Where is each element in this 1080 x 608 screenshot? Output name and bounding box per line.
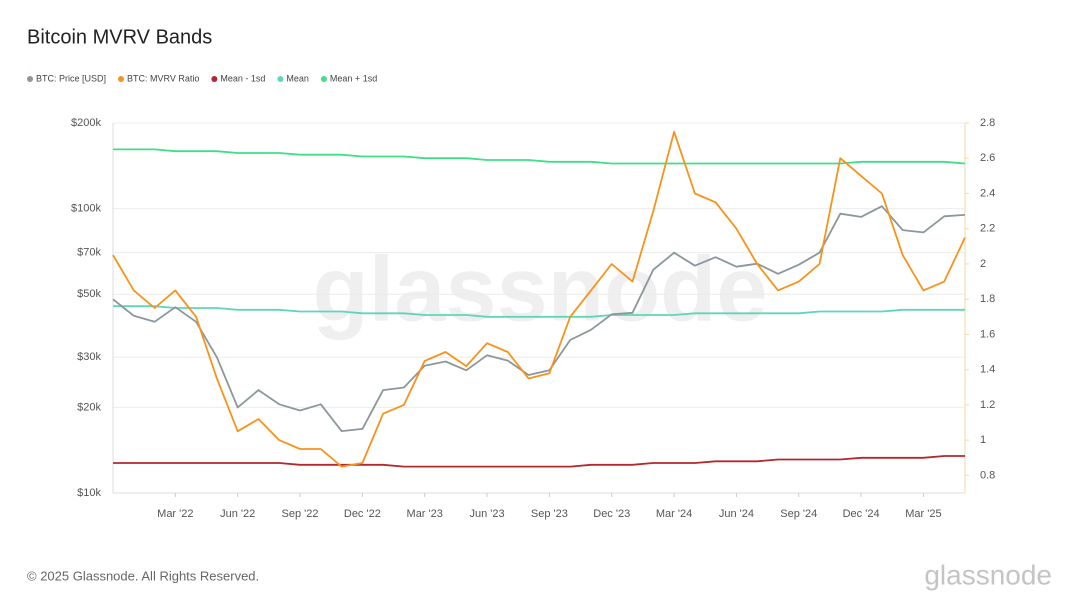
x-tick-label: Jun '24 [719, 508, 754, 520]
x-tick-label: Dec '22 [344, 508, 381, 520]
legend-marker [118, 76, 125, 82]
legend-label: Mean [286, 73, 309, 83]
legend-label: Mean - 1sd [220, 73, 265, 83]
y2-tick-label: 1.6 [980, 328, 995, 340]
y-tick-label: $30k [77, 351, 101, 363]
y2-tick-label: 2.2 [980, 223, 995, 235]
series-line [113, 148, 966, 165]
legend-marker [277, 76, 284, 82]
y-tick-label: $100k [71, 203, 101, 215]
y-tick-label: $20k [77, 401, 101, 413]
x-tick-label: Mar '23 [407, 508, 443, 520]
logo: glassnode [924, 559, 1052, 590]
x-tick-label: Sep '24 [780, 508, 817, 520]
y2-tick-label: 2 [980, 258, 986, 270]
y2-tick-label: 1.4 [980, 364, 995, 376]
legend-marker [27, 76, 33, 82]
series-line [113, 305, 965, 318]
legend-marker [320, 76, 327, 82]
x-tick-label: Mar '22 [157, 508, 193, 520]
x-tick-label: Jun '22 [220, 508, 255, 520]
legend-label: Mean + 1sd [330, 73, 377, 83]
y2-tick-label: 1 [980, 434, 986, 446]
y-tick-label: $50k [77, 288, 101, 300]
y2-tick-label: 0.8 [980, 469, 995, 481]
y2-tick-label: 1.8 [980, 293, 995, 305]
x-tick-label: Jun '23 [469, 508, 504, 520]
x-tick-label: Dec '23 [593, 508, 630, 520]
y2-tick-label: 2.6 [980, 152, 995, 164]
x-tick-label: Dec '24 [843, 508, 880, 520]
y2-tick-label: 1.2 [980, 399, 995, 411]
y-tick-label: $70k [77, 247, 101, 259]
chart-title: Bitcoin MVRV Bands [27, 26, 212, 48]
series-line [112, 130, 966, 468]
legend-marker [211, 76, 218, 82]
legend-label: BTC: Price [USD] [36, 73, 106, 83]
y2-tick-label: 2.4 [980, 187, 995, 199]
x-tick-label: Sep '22 [282, 508, 319, 520]
watermark: glassnode [312, 238, 767, 340]
y-tick-label: $10k [77, 487, 101, 499]
x-tick-label: Sep '23 [531, 508, 568, 520]
legend-label: BTC: MVRV Ratio [127, 73, 199, 83]
copyright: © 2025 Glassnode. All Rights Reserved. [27, 568, 259, 583]
x-tick-label: Mar '25 [905, 508, 941, 520]
y-tick-label: $200k [71, 117, 101, 129]
y2-tick-label: 2.8 [980, 117, 995, 129]
x-tick-label: Mar '24 [656, 508, 692, 520]
series-line [113, 455, 965, 468]
